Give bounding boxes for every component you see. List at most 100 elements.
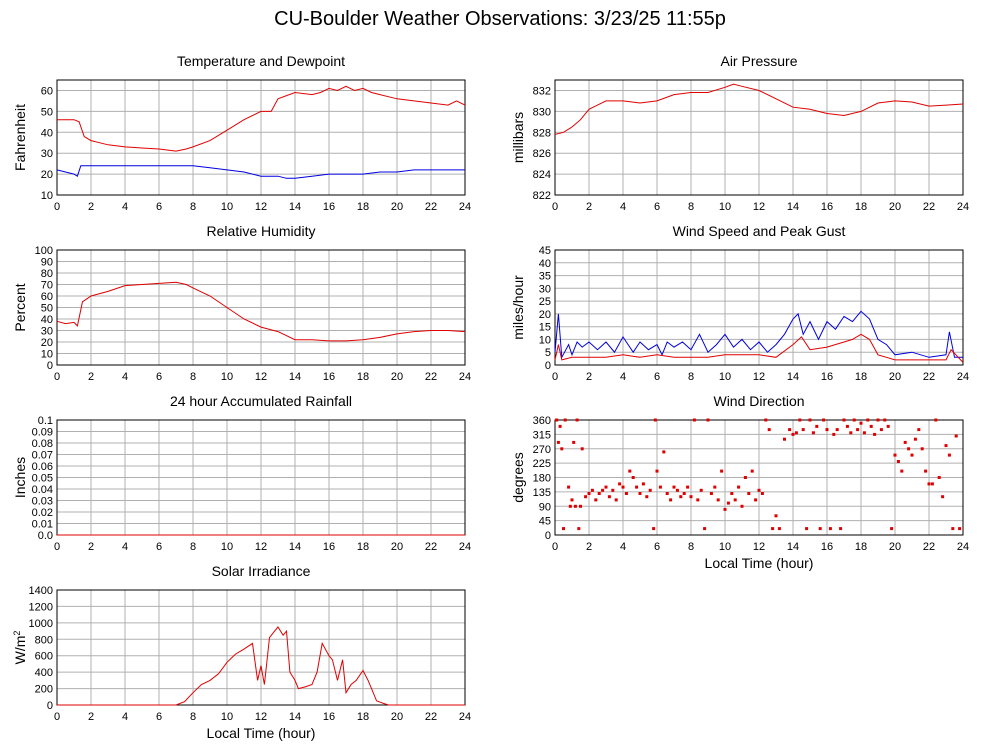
temperature-x-tick-label: 14 <box>289 201 301 213</box>
winddir-y-tick-label: 315 <box>533 429 551 441</box>
winddir-x-tick-label: 4 <box>620 541 626 553</box>
pressure-y-tick-label: 832 <box>533 86 551 98</box>
winddir-y-tick-label: 270 <box>533 444 551 456</box>
wind-x-tick-label: 14 <box>787 371 799 383</box>
winddir-x-tick-label: 0 <box>552 541 558 553</box>
winddir-point <box>849 431 853 435</box>
rainfall-y-tick-label: 0.08 <box>32 438 53 450</box>
solar-title: Solar Irradiance <box>212 563 311 579</box>
winddir-point <box>873 432 877 436</box>
solar-x-tick-label: 14 <box>289 711 301 723</box>
winddir-point <box>835 428 839 432</box>
winddir-point <box>730 492 734 495</box>
winddir-point <box>771 527 775 531</box>
rainfall-x-tick-label: 4 <box>122 541 128 553</box>
winddir-point <box>570 498 574 502</box>
winddir-point <box>893 453 897 457</box>
temperature-y-tick-label: 10 <box>41 190 53 202</box>
pressure-x-tick-label: 6 <box>654 201 660 213</box>
winddir-point <box>767 428 771 432</box>
humidity-y-axis-label: Percent <box>12 283 28 331</box>
winddir-point <box>686 485 690 489</box>
winddir-point <box>777 527 781 531</box>
winddir-x-tick-label: 12 <box>753 541 765 553</box>
temperature-series-line-0 <box>57 85 466 152</box>
humidity-y-tick-label: 100 <box>35 245 53 257</box>
winddir-x-tick-label: 8 <box>688 541 694 553</box>
pressure-y-tick-label: 830 <box>533 106 551 118</box>
winddir-x-tick-label: 18 <box>855 541 867 553</box>
winddir-point <box>808 418 812 422</box>
winddir-y-axis-label: degrees <box>510 452 526 503</box>
winddir-point <box>584 495 588 499</box>
winddir-x-axis-label: Local Time (hour) <box>705 555 814 571</box>
winddir-point <box>716 498 720 502</box>
winddir-point <box>568 504 572 508</box>
wind-x-tick-label: 22 <box>923 371 935 383</box>
wind-x-tick-label: 18 <box>855 371 867 383</box>
winddir-point <box>740 504 744 508</box>
winddir-point <box>876 418 880 422</box>
winddir-point <box>954 434 958 438</box>
humidity-y-tick-label: 10 <box>41 349 53 361</box>
winddir-point <box>842 418 846 422</box>
pressure-y-tick-label: 826 <box>533 148 551 160</box>
pressure-x-tick-label: 10 <box>719 201 731 213</box>
winddir-point <box>562 527 565 531</box>
humidity-x-tick-label: 10 <box>221 371 233 383</box>
solar-y-tick-label: 800 <box>35 634 53 646</box>
winddir-point <box>747 492 751 495</box>
pressure-y-tick-label: 828 <box>533 127 551 139</box>
wind-y-tick-label: 45 <box>539 245 551 257</box>
solar-x-tick-label: 16 <box>323 711 335 723</box>
wind-y-tick-label: 40 <box>539 258 551 270</box>
rainfall-y-tick-label: 0.04 <box>32 484 53 496</box>
temperature-x-tick-label: 0 <box>54 201 60 213</box>
pressure-y-axis-label: millibars <box>510 112 526 163</box>
winddir-y-tick-label: 360 <box>533 415 551 427</box>
pressure-x-tick-label: 0 <box>552 201 558 213</box>
winddir-point <box>798 418 802 422</box>
winddir-point <box>662 450 666 454</box>
winddir-x-tick-label: 6 <box>654 541 660 553</box>
winddir-y-tick-label: 0 <box>545 530 551 542</box>
rainfall-y-tick-label: 0.05 <box>32 473 53 485</box>
solar-x-tick-label: 8 <box>190 711 196 723</box>
solar-y-tick-label: 1200 <box>29 601 53 613</box>
temperature-plot-frame <box>56 79 466 196</box>
winddir-point <box>917 428 921 432</box>
winddir-point <box>845 424 849 428</box>
rainfall-x-tick-label: 16 <box>323 541 335 553</box>
temperature-y-tick-label: 60 <box>41 86 53 98</box>
wind-x-tick-label: 0 <box>552 371 558 383</box>
winddir-point <box>709 492 713 495</box>
winddir-point <box>896 460 900 463</box>
winddir-point <box>733 498 737 502</box>
winddir-point <box>558 424 562 428</box>
wind-x-tick-label: 8 <box>688 371 694 383</box>
humidity-y-tick-label: 30 <box>41 326 53 338</box>
solar-y-tick-label: 1400 <box>29 585 53 597</box>
winddir-point <box>783 437 786 441</box>
wind-y-tick-label: 30 <box>539 283 551 295</box>
winddir-x-tick-label: 22 <box>923 541 935 553</box>
rainfall-x-tick-label: 0 <box>54 541 60 553</box>
winddir-point <box>805 527 809 531</box>
wind-y-tick-label: 5 <box>545 347 551 359</box>
winddir-point <box>941 495 945 499</box>
winddir-point <box>607 495 611 499</box>
winddir-point <box>679 495 683 499</box>
winddir-point <box>655 469 659 473</box>
winddir-point <box>879 428 883 432</box>
winddir-point <box>575 418 579 422</box>
winddir-point <box>696 498 700 502</box>
pressure-x-tick-label: 20 <box>889 201 901 213</box>
winddir-point <box>958 527 962 531</box>
rainfall-y-tick-label: 0.0 <box>38 530 53 542</box>
rainfall-y-tick-label: 0.02 <box>32 507 53 519</box>
winddir-point <box>572 440 576 444</box>
winddir-point <box>580 447 584 451</box>
rainfall-x-tick-label: 18 <box>357 541 369 553</box>
